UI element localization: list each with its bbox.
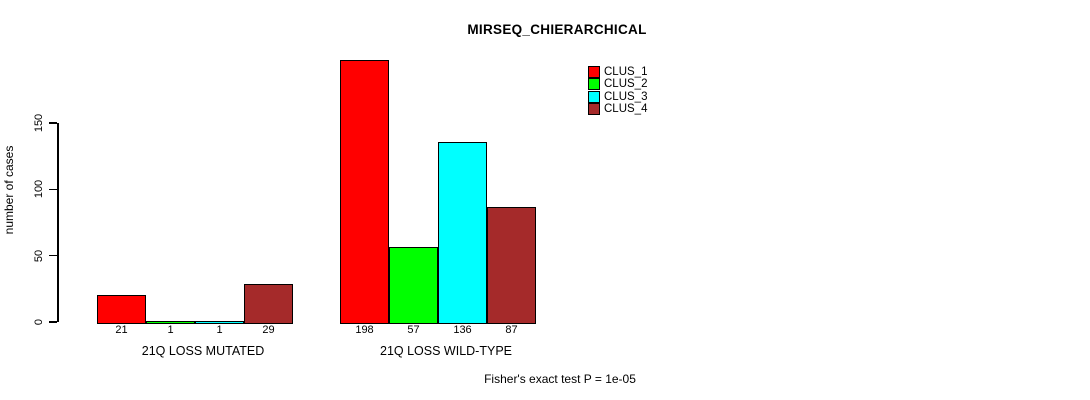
bar-clus-4 bbox=[244, 283, 293, 324]
y-axis-tick bbox=[49, 254, 57, 257]
legend-swatch-clus-1 bbox=[588, 66, 600, 78]
bar-clus-3 bbox=[438, 141, 487, 324]
y-axis-tick-label: 100 bbox=[33, 180, 45, 199]
bar-value-label: 136 bbox=[453, 324, 472, 336]
bar-value-label: 57 bbox=[407, 324, 420, 336]
bar-clus-2 bbox=[146, 320, 195, 324]
bar-value-label: 21 bbox=[115, 324, 128, 336]
y-axis-tick bbox=[49, 188, 57, 191]
bar-value-label: 87 bbox=[505, 324, 518, 336]
group-label: 21Q LOSS MUTATED bbox=[141, 344, 265, 358]
y-axis-tick bbox=[49, 122, 57, 124]
bar-value-label: 198 bbox=[355, 324, 374, 336]
bar-clus-1 bbox=[97, 294, 146, 324]
y-axis-tick bbox=[49, 321, 57, 323]
group-label: 21Q LOSS WILD-TYPE bbox=[380, 344, 512, 358]
chart-title: MIRSEQ_CHIERARCHICAL bbox=[467, 22, 647, 37]
bar-clus-4 bbox=[487, 206, 536, 324]
y-axis-tick-label: 50 bbox=[33, 249, 45, 262]
bar-clus-2 bbox=[389, 246, 438, 324]
y-axis-line bbox=[57, 123, 59, 322]
bar-clus-3 bbox=[195, 320, 244, 324]
bar-value-label: 29 bbox=[262, 324, 275, 336]
legend-label: CLUS_3 bbox=[604, 91, 648, 103]
legend-label: CLUS_2 bbox=[604, 78, 648, 90]
legend-swatch-clus-2 bbox=[588, 78, 600, 90]
bar-value-label: 1 bbox=[167, 324, 174, 336]
bar-clus-1 bbox=[340, 59, 389, 324]
legend-swatch-clus-4 bbox=[588, 103, 600, 115]
legend-label: CLUS_4 bbox=[604, 103, 648, 115]
y-axis-tick-label: 150 bbox=[33, 113, 45, 133]
fisher-test-annotation: Fisher's exact test P = 1e-05 bbox=[484, 372, 636, 386]
y-axis-label: number of cases bbox=[2, 145, 16, 235]
legend-swatch-clus-3 bbox=[588, 91, 600, 103]
bar-value-label: 1 bbox=[216, 324, 223, 336]
y-axis-tick-label: 0 bbox=[33, 318, 45, 326]
legend-label: CLUS_1 bbox=[604, 66, 648, 78]
